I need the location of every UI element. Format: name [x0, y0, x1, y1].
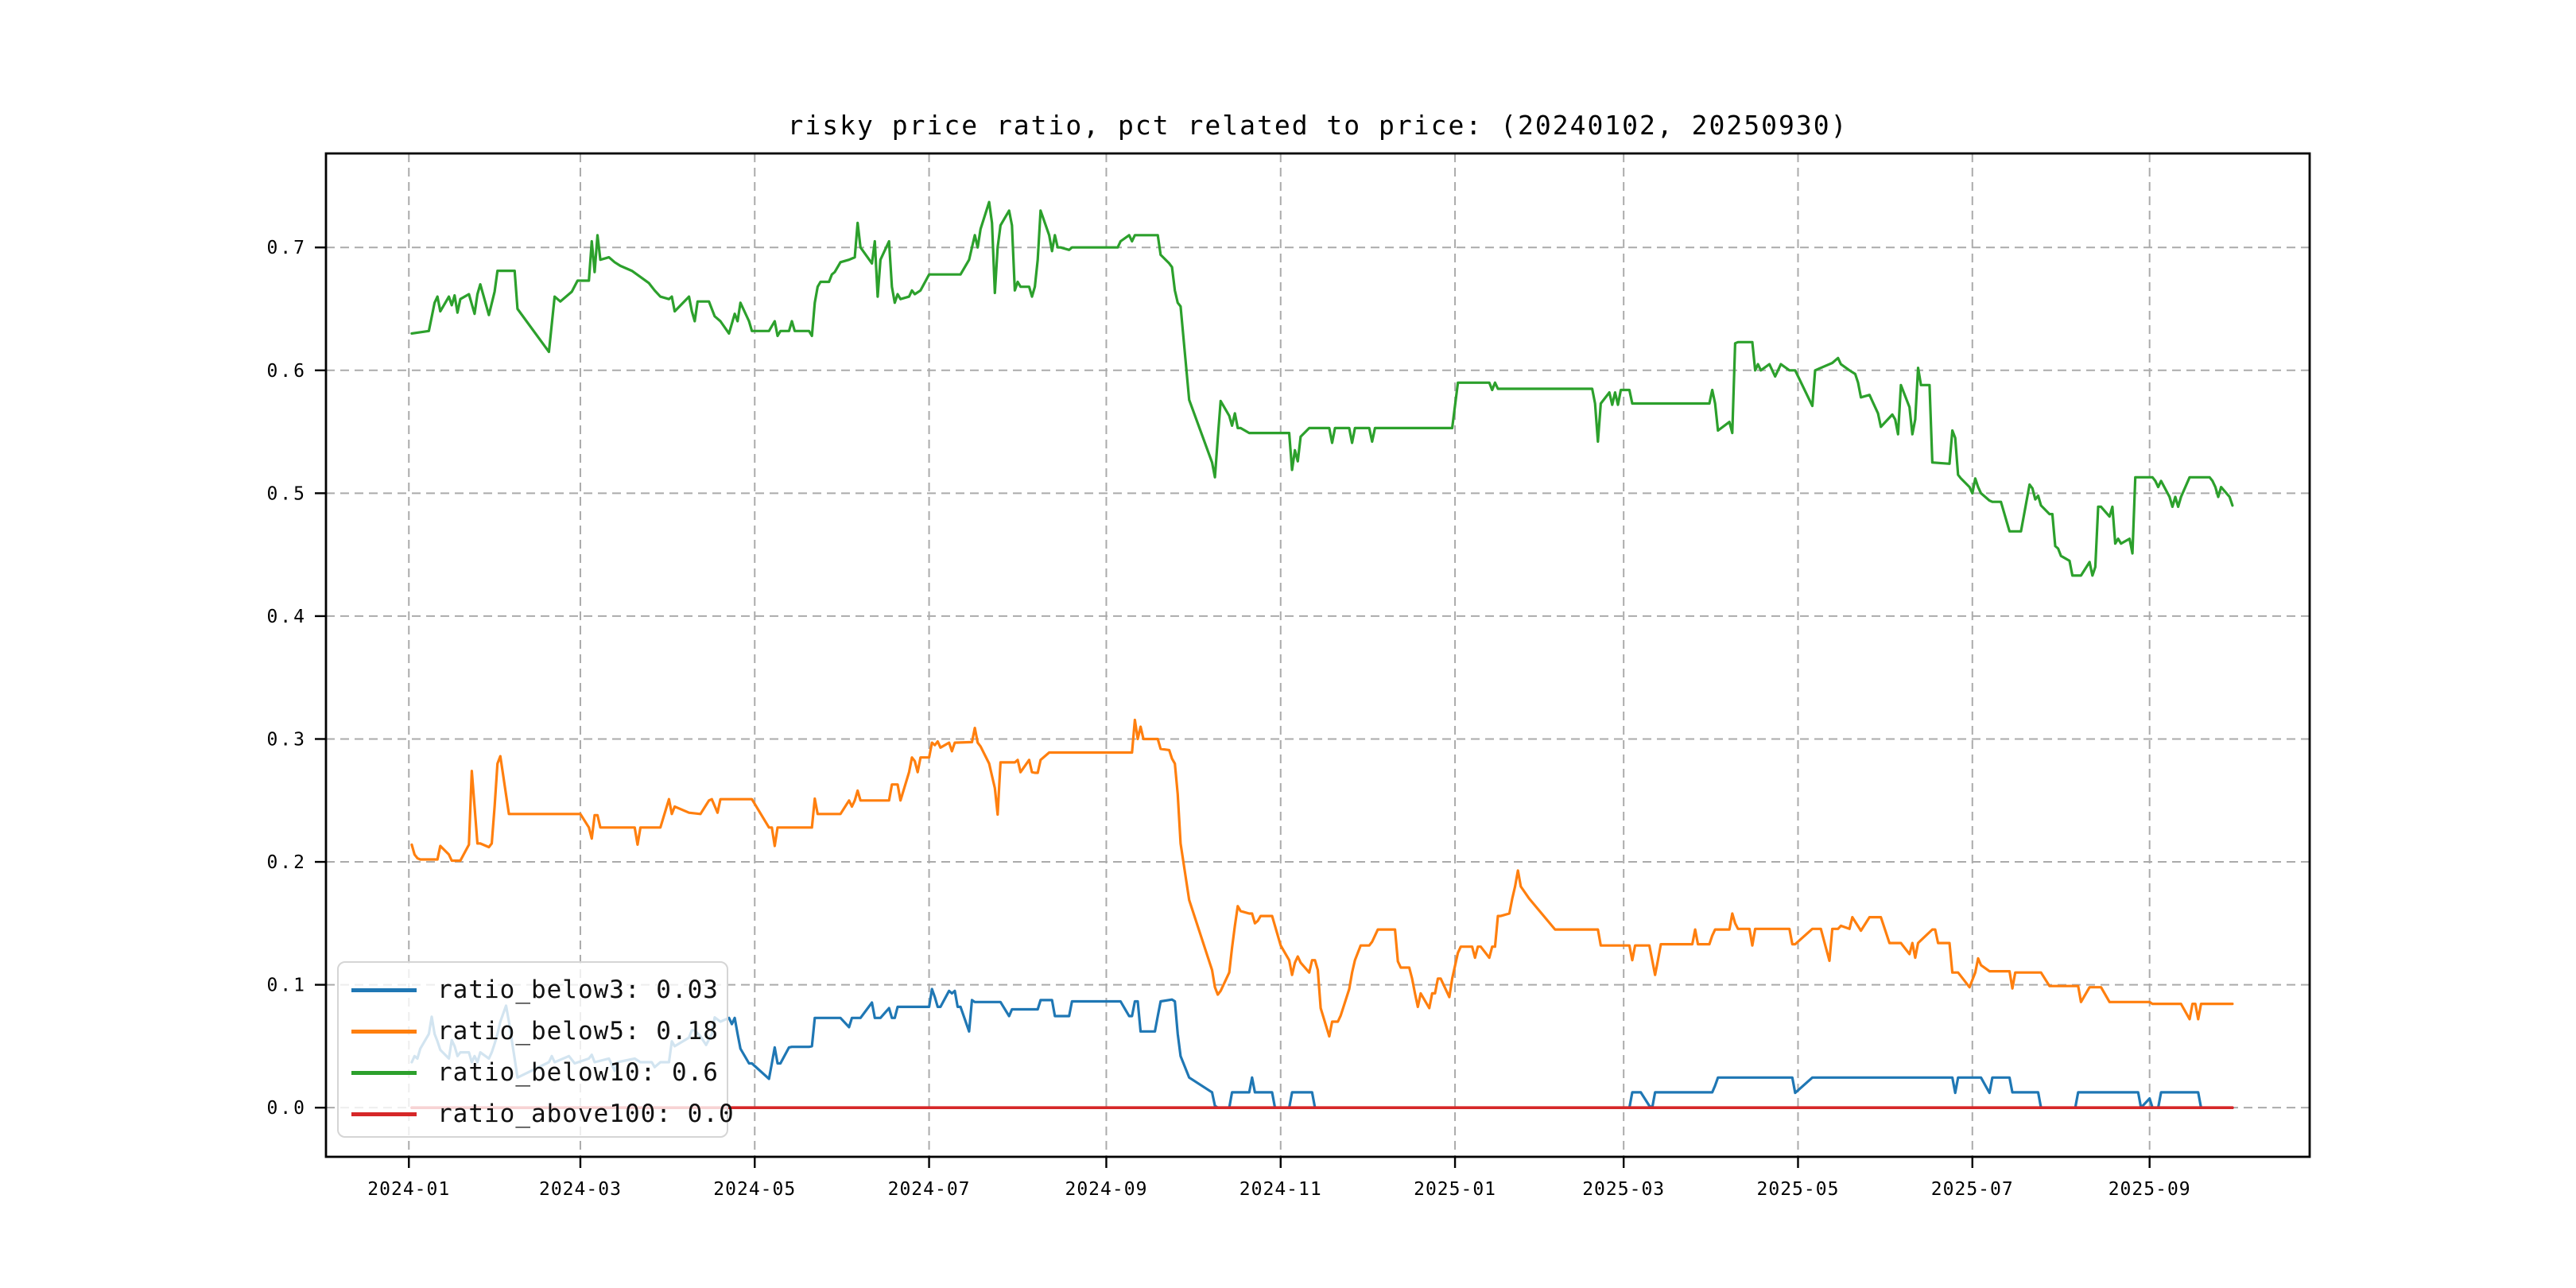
x-tick-label: 2024-03 — [539, 1179, 622, 1200]
y-tick-label: 0.4 — [266, 607, 307, 627]
legend-entry: ratio_above100: 0.0 — [351, 1093, 734, 1135]
x-tick-label: 2025-07 — [1931, 1179, 2014, 1200]
legend-entry: ratio_below5: 0.18 — [351, 1011, 727, 1052]
y-tick-label: 0.2 — [266, 852, 307, 873]
x-tick-label: 2025-05 — [1757, 1179, 1840, 1200]
series-line-ratio_below10 — [410, 200, 2234, 577]
x-tick-label: 2024-09 — [1065, 1179, 1147, 1200]
y-tick-label: 0.1 — [266, 976, 307, 996]
chart-title: risky price ratio, pct related to price:… — [787, 110, 1849, 141]
x-tick-label: 2025-03 — [1582, 1179, 1665, 1200]
y-tick-label: 0.6 — [266, 361, 307, 382]
legend-line-swatch — [351, 1029, 417, 1034]
legend-label: ratio_below3: 0.03 — [437, 976, 719, 1004]
legend-line-swatch — [351, 1070, 417, 1075]
x-tick-label: 2024-07 — [888, 1179, 971, 1200]
series-line-ratio_below5 — [410, 718, 2234, 1038]
x-tick-label: 2025-01 — [1414, 1179, 1496, 1200]
y-tick-label: 0.7 — [266, 238, 307, 258]
legend-entry: ratio_below10: 0.6 — [351, 1052, 727, 1093]
y-tick-label: 0.3 — [266, 729, 307, 750]
x-tick-label: 2024-11 — [1240, 1179, 1322, 1200]
x-tick-label: 2025-09 — [2109, 1179, 2191, 1200]
legend: ratio_below3: 0.03 ratio_below5: 0.18 rati… — [337, 961, 734, 1138]
x-tick-label: 2024-01 — [367, 1179, 450, 1200]
y-tick-label: 0.0 — [266, 1098, 307, 1119]
legend-label: ratio_below5: 0.18 — [437, 1017, 719, 1046]
y-tick-label: 0.5 — [266, 483, 307, 504]
legend-line-swatch — [351, 987, 417, 992]
plot-border — [324, 152, 2311, 1158]
legend-line-swatch — [351, 1111, 417, 1116]
x-tick-label: 2024-05 — [713, 1179, 796, 1200]
legend-entry: ratio_below3: 0.03 — [351, 969, 727, 1011]
legend-label: ratio_above100: 0.0 — [437, 1100, 735, 1128]
legend-label: ratio_below10: 0.6 — [437, 1058, 719, 1087]
